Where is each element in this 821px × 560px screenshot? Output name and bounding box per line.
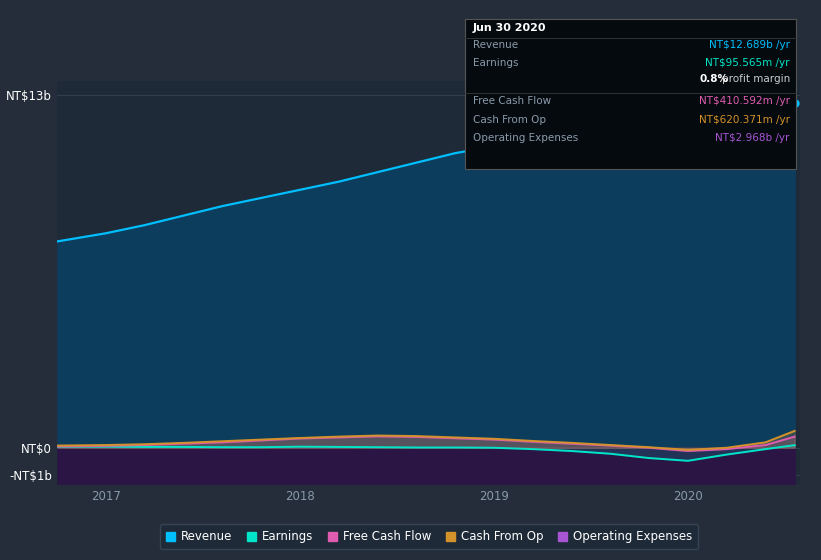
Text: NT$620.371m /yr: NT$620.371m /yr bbox=[699, 115, 790, 125]
Text: NT$12.689b /yr: NT$12.689b /yr bbox=[709, 40, 790, 50]
Text: Cash From Op: Cash From Op bbox=[473, 115, 546, 125]
Text: Jun 30 2020: Jun 30 2020 bbox=[473, 24, 547, 34]
Text: Revenue: Revenue bbox=[473, 40, 518, 50]
Text: NT$410.592m /yr: NT$410.592m /yr bbox=[699, 96, 790, 106]
Text: 0.8%: 0.8% bbox=[699, 74, 728, 84]
Text: Earnings: Earnings bbox=[473, 58, 518, 68]
Legend: Revenue, Earnings, Free Cash Flow, Cash From Op, Operating Expenses: Revenue, Earnings, Free Cash Flow, Cash … bbox=[160, 524, 698, 549]
Text: NT$95.565m /yr: NT$95.565m /yr bbox=[705, 58, 790, 68]
Text: Free Cash Flow: Free Cash Flow bbox=[473, 96, 551, 106]
Text: NT$2.968b /yr: NT$2.968b /yr bbox=[715, 133, 790, 143]
Text: Operating Expenses: Operating Expenses bbox=[473, 133, 578, 143]
Text: profit margin: profit margin bbox=[722, 74, 790, 84]
